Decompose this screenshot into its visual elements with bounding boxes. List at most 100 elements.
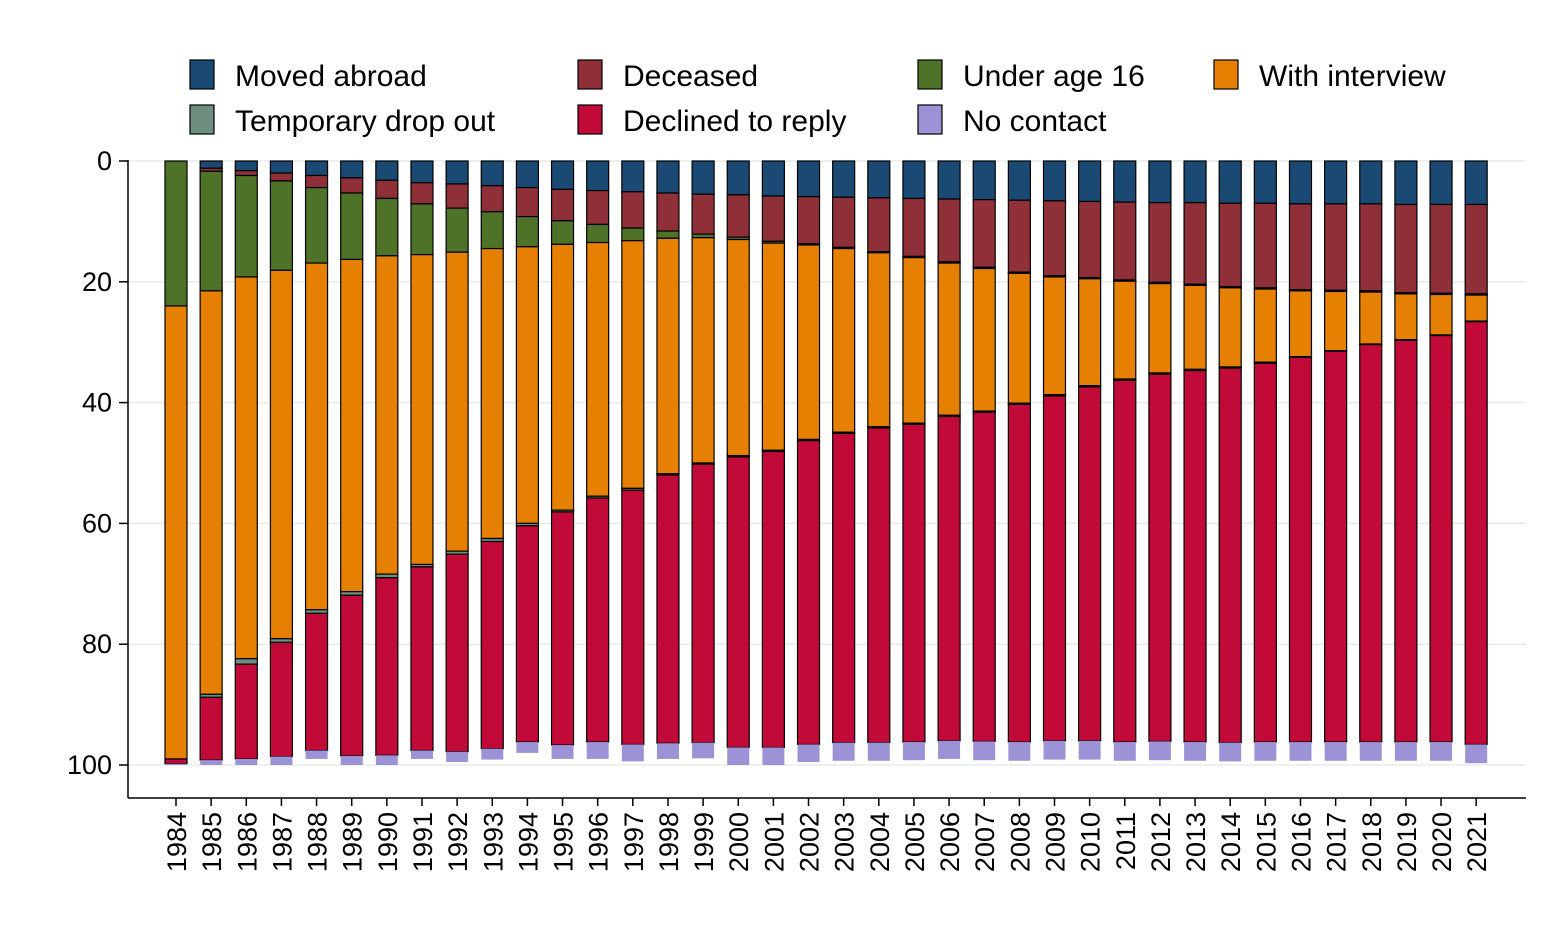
bar-segment-deceased-2012 — [1148, 202, 1172, 284]
bar-segment-declined-to-reply-2001 — [761, 450, 785, 749]
bar-segment-moved-abroad-2007 — [972, 160, 996, 201]
bar-2016 — [1288, 160, 1313, 761]
bar-segment-deceased-2002 — [796, 196, 821, 245]
bar-segment-with-interview-1984 — [164, 305, 188, 760]
bar-segment-declined-to-reply-1990 — [375, 577, 399, 756]
x-tick-label-1997: 1997 — [619, 812, 649, 872]
bar-segment-declined-to-reply-2010 — [1078, 386, 1102, 742]
bar-segment-no-contact-2004 — [867, 742, 890, 761]
bar-segment-temporary-drop-out-1986 — [234, 658, 258, 665]
bar-segment-declined-to-reply-2016 — [1288, 356, 1313, 743]
bar-segment-deceased-2009 — [1042, 200, 1067, 277]
bar-1991 — [410, 160, 434, 759]
x-tick-label-1998: 1998 — [654, 812, 684, 872]
bar-segment-no-contact-1988 — [305, 750, 328, 759]
x-tick-label-2006: 2006 — [935, 812, 965, 872]
bar-2018 — [1359, 160, 1383, 761]
bar-segment-moved-abroad-2021 — [1464, 160, 1488, 206]
bar-segment-declined-to-reply-2003 — [832, 432, 856, 744]
y-tick-label-80: 80 — [82, 629, 112, 659]
bar-segment-with-interview-2016 — [1288, 290, 1313, 358]
bar-segment-moved-abroad-2010 — [1078, 160, 1102, 203]
x-tick-label-1987: 1987 — [267, 812, 297, 872]
bar-segment-with-interview-2011 — [1113, 280, 1137, 380]
legend-label-moved-abroad: Moved abroad — [235, 60, 427, 93]
x-tick-label-1995: 1995 — [549, 812, 579, 872]
bar-segment-with-interview-2018 — [1359, 291, 1383, 345]
bar-segment-moved-abroad-1996 — [586, 160, 610, 192]
bar-segment-no-contact-2006 — [938, 740, 961, 759]
bar-segment-moved-abroad-1991 — [410, 160, 434, 184]
bar-segment-moved-abroad-2014 — [1218, 160, 1242, 204]
bar-segment-deceased-2016 — [1288, 203, 1313, 291]
bar-segment-deceased-2014 — [1218, 202, 1242, 288]
x-tick-label-1993: 1993 — [478, 812, 508, 872]
bar-segment-deceased-2001 — [761, 195, 785, 242]
bar-1988 — [304, 160, 329, 759]
bar-segment-declined-to-reply-1991 — [410, 566, 434, 752]
bar-segment-under-age-16-1995 — [550, 220, 575, 245]
bar-segment-moved-abroad-2005 — [902, 160, 926, 200]
bar-segment-no-contact-2007 — [973, 741, 996, 761]
bar-segment-deceased-2010 — [1078, 200, 1102, 279]
bar-1990 — [375, 160, 399, 765]
bar-2014 — [1218, 160, 1242, 762]
x-tick-label-1994: 1994 — [513, 812, 543, 872]
legend-item-under-age-16: Under age 16 — [917, 59, 1145, 93]
bar-segment-moved-abroad-1997 — [621, 160, 645, 193]
gridlines — [129, 160, 1526, 766]
bar-segment-with-interview-1988 — [304, 262, 329, 611]
bar-segment-declined-to-reply-2006 — [937, 415, 961, 742]
x-tick-label-1988: 1988 — [303, 812, 333, 872]
bar-segment-declined-to-reply-2008 — [1007, 403, 1031, 743]
bar-segment-moved-abroad-2017 — [1324, 160, 1348, 205]
bar-segment-under-age-16-1996 — [586, 223, 610, 244]
bar-segment-moved-abroad-2013 — [1183, 160, 1207, 204]
bar-segment-moved-abroad-2004 — [867, 160, 891, 199]
bar-segment-declined-to-reply-1999 — [691, 463, 715, 744]
bar-segment-declined-to-reply-2011 — [1113, 379, 1137, 743]
bar-segment-no-contact-2020 — [1430, 742, 1453, 761]
bar-segment-no-contact-1987 — [270, 756, 293, 765]
x-tick-label-1992: 1992 — [443, 812, 473, 872]
x-tick-label-2009: 2009 — [1041, 812, 1071, 872]
bar-segment-moved-abroad-2012 — [1148, 160, 1172, 204]
bar-segment-with-interview-1998 — [656, 237, 680, 475]
bar-segment-declined-to-reply-2005 — [902, 423, 926, 743]
bar-segment-no-contact-2018 — [1359, 742, 1382, 761]
bar-segment-no-contact-2010 — [1078, 740, 1101, 760]
x-tick-label-2005: 2005 — [900, 812, 930, 872]
bar-2013 — [1183, 160, 1207, 761]
bar-segment-declined-to-reply-2014 — [1218, 367, 1242, 744]
bar-segment-deceased-2003 — [832, 196, 856, 248]
y-tick-label-40: 40 — [82, 388, 112, 418]
bar-segment-no-contact-1990 — [375, 755, 398, 765]
bar-segment-under-age-16-1992 — [445, 207, 469, 253]
bar-segment-deceased-1997 — [621, 191, 645, 229]
bar-segment-under-age-16-1986 — [234, 174, 258, 278]
bar-2008 — [1007, 160, 1031, 761]
bar-2004 — [867, 160, 891, 761]
bar-segment-under-age-16-1998 — [656, 230, 680, 239]
bar-2015 — [1253, 160, 1277, 761]
bar-segment-with-interview-1996 — [586, 241, 610, 497]
legend-swatch-deceased — [577, 59, 603, 90]
bar-segment-no-contact-1985 — [200, 760, 223, 765]
bar-segment-declined-to-reply-2012 — [1148, 373, 1172, 743]
bar-2019 — [1394, 160, 1418, 761]
bar-segment-declined-to-reply-2021 — [1464, 321, 1488, 746]
bar-segment-no-contact-1992 — [446, 751, 469, 762]
x-tick-label-2010: 2010 — [1076, 812, 1106, 872]
legend: Moved abroad Deceased Under age 16 With int… — [189, 59, 1446, 138]
y-tick-label-100: 100 — [67, 750, 112, 780]
x-tick-label-1990: 1990 — [373, 812, 403, 872]
bar-segment-moved-abroad-1985 — [199, 160, 223, 169]
bar-segment-with-interview-2013 — [1183, 284, 1207, 370]
bar-segment-with-interview-1986 — [234, 276, 258, 660]
bar-segment-moved-abroad-2001 — [761, 160, 785, 197]
x-tick-label-1999: 1999 — [689, 812, 719, 872]
bar-1992 — [445, 160, 469, 762]
x-tick-label-2020: 2020 — [1427, 812, 1457, 872]
bar-segment-deceased-1993 — [480, 185, 504, 213]
